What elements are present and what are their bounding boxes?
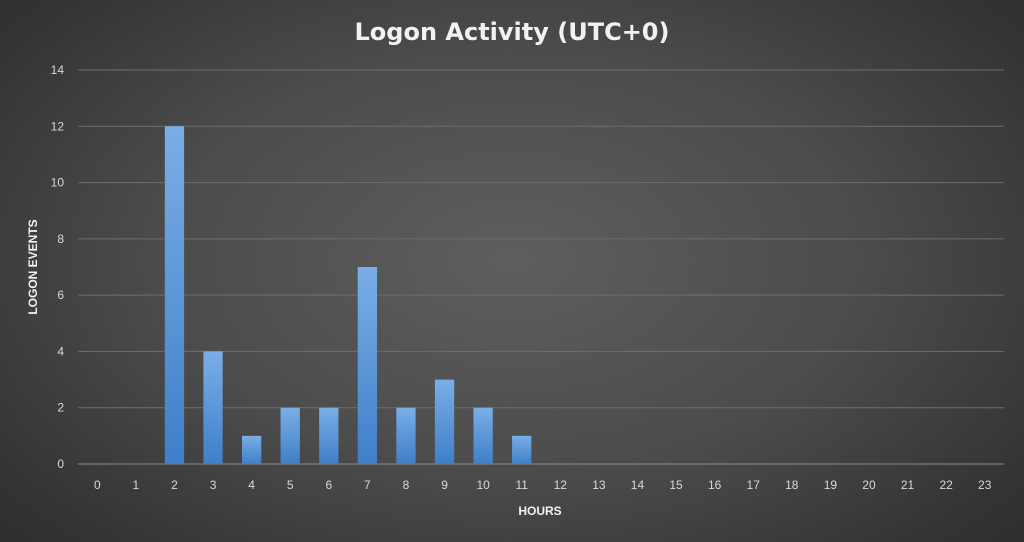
y-tick-label: 2 xyxy=(57,401,64,415)
bar-hour-5 xyxy=(280,407,300,464)
chart-title: Logon Activity (UTC+0) xyxy=(355,18,670,46)
bar-hour-2 xyxy=(164,126,185,465)
x-tick-label: 22 xyxy=(939,478,953,492)
bar-hour-3 xyxy=(203,351,223,464)
y-tick-label: 14 xyxy=(51,63,65,77)
x-tick-label: 1 xyxy=(133,478,140,492)
y-tick-label: 8 xyxy=(57,232,64,246)
bar-hour-8 xyxy=(396,407,416,464)
x-tick-label: 12 xyxy=(554,478,568,492)
y-tick-label: 12 xyxy=(51,119,65,133)
bar-hour-7 xyxy=(357,267,378,464)
x-tick-label: 7 xyxy=(364,478,371,492)
x-tick-label: 23 xyxy=(978,478,992,492)
x-tick-label: 16 xyxy=(708,478,722,492)
x-tick-label: 18 xyxy=(785,478,799,492)
y-axis-ticks: 0 2 4 6 8 10 12 14 xyxy=(51,63,65,471)
x-axis-title: HOURS xyxy=(518,504,561,518)
x-tick-label: 17 xyxy=(747,478,761,492)
y-tick-label: 6 xyxy=(57,288,64,302)
bar-hour-11 xyxy=(512,435,532,464)
y-tick-label: 10 xyxy=(51,176,65,190)
bars xyxy=(164,126,532,465)
x-tick-label: 2 xyxy=(171,478,178,492)
gridlines xyxy=(78,69,1004,465)
bar-hour-4 xyxy=(241,435,262,464)
bar-hour-9 xyxy=(434,379,455,464)
x-tick-label: 0 xyxy=(94,478,101,492)
x-tick-label: 6 xyxy=(325,478,332,492)
y-tick-label: 0 xyxy=(57,457,64,471)
bar-hour-10 xyxy=(473,407,493,464)
x-tick-label: 14 xyxy=(631,478,645,492)
x-tick-label: 20 xyxy=(862,478,876,492)
x-tick-label: 11 xyxy=(515,478,528,492)
x-tick-label: 10 xyxy=(476,478,490,492)
x-tick-label: 8 xyxy=(403,478,410,492)
bar-hour-6 xyxy=(319,407,339,464)
x-tick-label: 19 xyxy=(824,478,838,492)
x-tick-label: 5 xyxy=(287,478,294,492)
y-axis-title: LOGON EVENTS xyxy=(26,219,40,314)
x-tick-label: 21 xyxy=(901,478,915,492)
x-tick-label: 3 xyxy=(210,478,217,492)
x-axis-ticks: 0 1 2 3 4 5 6 7 8 9 10 11 12 13 14 15 16 17 18 19 20 21 22 23 xyxy=(94,478,992,492)
x-tick-label: 15 xyxy=(669,478,683,492)
y-tick-label: 4 xyxy=(57,344,64,358)
x-tick-label: 4 xyxy=(248,478,255,492)
x-tick-label: 13 xyxy=(592,478,606,492)
x-tick-label: 9 xyxy=(441,478,448,492)
